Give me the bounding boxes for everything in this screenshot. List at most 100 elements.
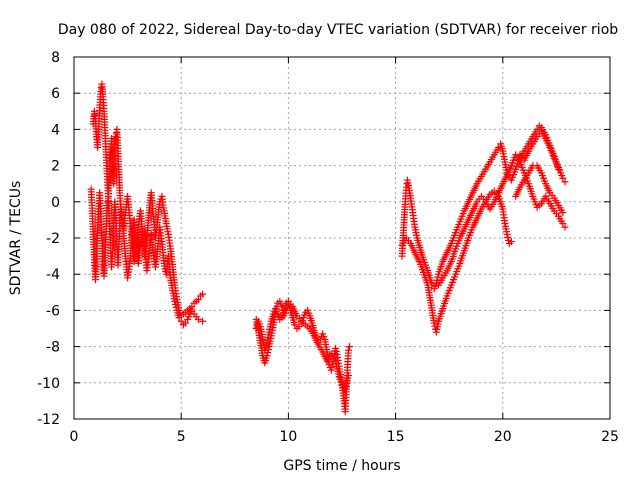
- y-axis-label: SDTVAR / TECUs: [8, 181, 24, 296]
- data-point: [485, 160, 493, 168]
- data-point: [295, 315, 303, 323]
- data-point: [442, 251, 450, 259]
- data-point: [489, 200, 497, 208]
- data-point: [561, 178, 569, 186]
- series-arc-f: [398, 187, 515, 336]
- data-point: [258, 333, 266, 341]
- data-point: [320, 333, 328, 341]
- data-point: [532, 135, 540, 143]
- data-point: [295, 323, 303, 331]
- data-point: [485, 193, 493, 201]
- chart-title: Day 080 of 2022, Sidereal Day-to-day VTE…: [58, 22, 618, 38]
- data-point: [459, 210, 467, 218]
- data-point: [506, 164, 514, 172]
- data-point: [504, 233, 512, 241]
- data-point: [434, 320, 442, 328]
- data-point: [428, 304, 436, 312]
- data-point: [192, 313, 200, 321]
- data-point: [413, 231, 421, 239]
- data-point: [480, 168, 488, 176]
- data-point: [515, 156, 523, 164]
- x-axis-label: GPS time / hours: [283, 458, 400, 474]
- data-point: [552, 210, 560, 218]
- data-point: [414, 239, 422, 247]
- data-point: [527, 142, 535, 150]
- data-point: [112, 129, 120, 137]
- data-point: [403, 180, 411, 188]
- data-point: [505, 236, 513, 244]
- data-point: [463, 218, 471, 226]
- data-point: [275, 313, 283, 321]
- y-tick-label: -10: [37, 376, 60, 392]
- series-arc-c: [252, 297, 354, 416]
- data-point: [290, 318, 298, 326]
- data-point: [181, 319, 189, 327]
- data-point: [417, 246, 425, 254]
- series-arc-h: [512, 162, 567, 217]
- data-point: [313, 339, 321, 347]
- data-point: [91, 111, 99, 119]
- data-point: [414, 255, 422, 263]
- data-point: [332, 347, 340, 355]
- data-point: [535, 201, 543, 209]
- data-point: [438, 307, 446, 315]
- data-point: [166, 242, 174, 250]
- data-point: [464, 237, 472, 245]
- data-point: [549, 152, 557, 160]
- data-point: [472, 216, 480, 224]
- x-tick-label: 5: [177, 429, 186, 445]
- data-point: [418, 266, 426, 274]
- data-point: [134, 226, 142, 234]
- data-point: [501, 217, 509, 225]
- data-point: [90, 110, 98, 118]
- data-point: [304, 323, 312, 331]
- x-tick-label: 15: [387, 429, 405, 445]
- data-point: [273, 307, 281, 315]
- data-point: [498, 182, 506, 190]
- data-point: [317, 346, 325, 354]
- data-point: [442, 294, 450, 302]
- data-point: [164, 228, 172, 236]
- data-point: [472, 182, 480, 190]
- data-point: [125, 262, 133, 270]
- data-point: [498, 203, 506, 211]
- x-tick-label: 0: [70, 429, 79, 445]
- data-point: [153, 218, 161, 226]
- data-point: [176, 309, 184, 317]
- data-point: [330, 355, 338, 363]
- data-point: [346, 343, 354, 351]
- data-point: [561, 223, 569, 231]
- data-point: [404, 179, 412, 187]
- y-tick-label: -8: [46, 340, 60, 356]
- data-point: [168, 260, 176, 268]
- data-point: [536, 166, 544, 174]
- data-point: [328, 363, 336, 371]
- data-point: [493, 191, 501, 199]
- data-point: [185, 313, 193, 321]
- data-point: [519, 166, 527, 174]
- data-point: [288, 311, 296, 319]
- data-point: [406, 192, 414, 200]
- data-point: [300, 311, 308, 319]
- data-point: [488, 189, 496, 197]
- data-point: [519, 178, 527, 186]
- data-point: [545, 197, 553, 205]
- data-points: [87, 80, 569, 416]
- data-point: [299, 319, 307, 327]
- y-tick-label: 6: [51, 86, 60, 102]
- data-point: [480, 195, 488, 203]
- x-tick-labels: 0 5 10 15 20 25: [70, 429, 619, 445]
- data-point: [404, 237, 412, 245]
- data-point: [500, 155, 508, 163]
- data-point: [408, 206, 416, 214]
- data-point: [149, 246, 157, 254]
- data-point: [446, 242, 454, 250]
- data-point: [557, 206, 565, 214]
- data-point: [344, 349, 352, 357]
- data-point: [307, 317, 315, 325]
- data-point: [279, 309, 287, 317]
- data-point: [157, 235, 165, 243]
- data-point: [502, 173, 510, 181]
- data-point: [425, 291, 433, 299]
- data-point: [540, 132, 548, 140]
